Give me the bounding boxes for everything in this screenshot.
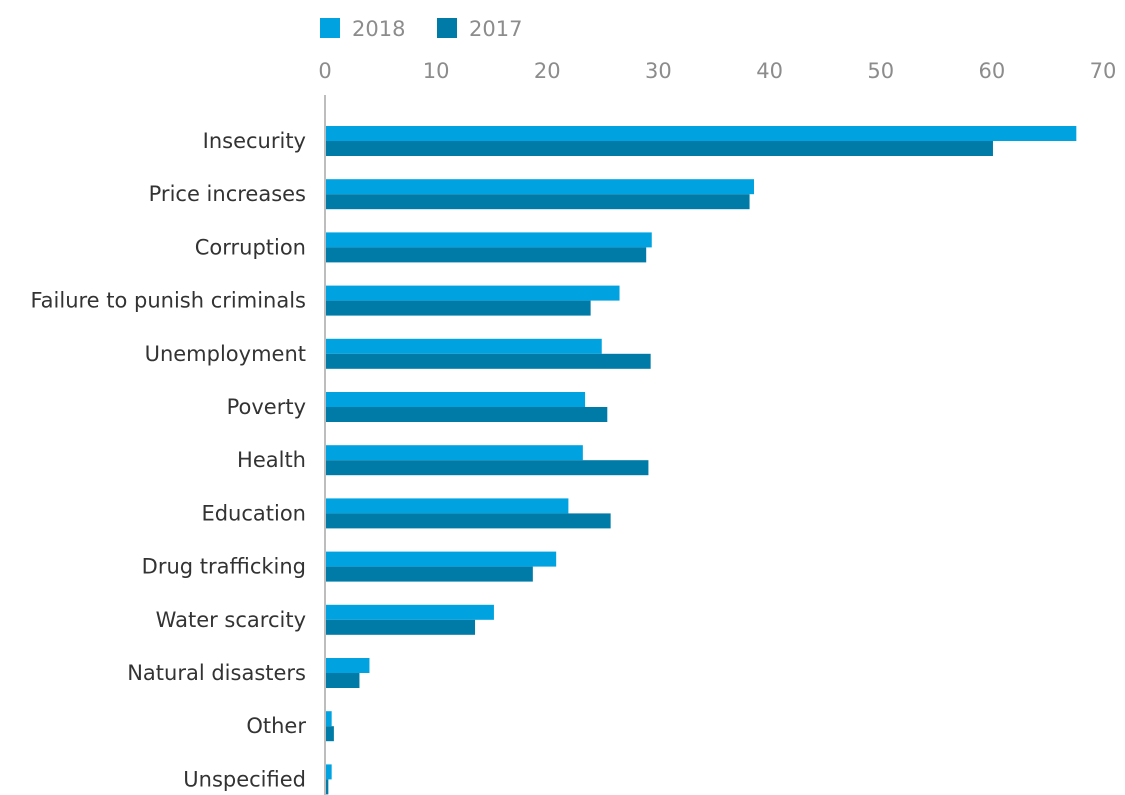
bar-2018-water-scarcity	[326, 604, 494, 620]
bar-2017-price-increases	[326, 194, 750, 210]
bar-2018-unemployment	[326, 338, 602, 354]
bar-2017-poverty	[326, 407, 608, 422]
category-label-health: Health	[237, 448, 306, 472]
x-tick-label: 70	[1090, 59, 1117, 83]
x-tick-label: 40	[756, 59, 783, 83]
bar-2017-natural-disasters	[326, 673, 360, 688]
x-tick-label: 0	[318, 59, 331, 83]
bar-2017-corruption	[326, 247, 647, 263]
category-label-unemployment: Unemployment	[145, 342, 306, 366]
legend-label-2017: 2017	[469, 17, 522, 41]
category-label-corruption: Corruption	[195, 235, 306, 259]
bar-2018-other	[326, 711, 332, 727]
x-axis: 0 10 20 30 40 50 60 70	[318, 59, 1116, 795]
x-tick-label: 20	[534, 59, 561, 83]
category-label-water-scarcity: Water scarcity	[156, 608, 306, 632]
bar-2018-price-increases	[326, 179, 755, 195]
category-label-drug-trafficking: Drug trafficking	[142, 555, 306, 579]
x-tick-label: 10	[423, 59, 450, 83]
bar-2018-health	[326, 445, 583, 461]
bar-2017-drug-trafficking	[326, 566, 533, 582]
bar-2017-education	[326, 513, 611, 529]
category-label-insecurity: Insecurity	[203, 129, 306, 153]
legend-swatch-2018	[320, 18, 340, 38]
category-label-natural-disasters: Natural disasters	[127, 661, 306, 685]
category-label-unspecified: Unspecified	[183, 767, 306, 791]
bar-2018-drug-trafficking	[326, 551, 557, 567]
x-tick-label: 30	[645, 59, 672, 83]
category-label-other: Other	[246, 714, 306, 738]
bar-2018-natural-disasters	[326, 658, 370, 673]
legend-label-2018: 2018	[352, 17, 405, 41]
category-label-education: Education	[201, 501, 306, 525]
category-label-poverty: Poverty	[227, 395, 306, 419]
bar-2017-insecurity	[326, 141, 993, 156]
x-tick-label: 60	[978, 59, 1005, 83]
x-tick-label: 50	[867, 59, 894, 83]
bar-2017-water-scarcity	[326, 619, 476, 635]
category-labels: Insecurity Price increases Corruption Failu…	[31, 129, 307, 791]
bar-2017-unspecified	[326, 779, 329, 795]
bar-2018-poverty	[326, 392, 586, 407]
bar-2018-corruption	[326, 232, 652, 248]
bars	[326, 126, 1077, 795]
bar-2018-education	[326, 498, 569, 514]
bar-2018-insecurity	[326, 126, 1077, 141]
bar-2018-unspecified	[326, 764, 332, 780]
legend-swatch-2017	[437, 18, 457, 38]
bar-2017-other	[326, 726, 334, 742]
bar-2017-failure-to-punish-criminals	[326, 300, 591, 316]
legend: 2018 2017	[320, 17, 522, 41]
bar-2018-failure-to-punish-criminals	[326, 285, 620, 301]
category-label-failure-to-punish-criminals: Failure to punish criminals	[31, 289, 307, 313]
bar-2017-health	[326, 460, 649, 476]
category-label-price-increases: Price increases	[149, 182, 306, 206]
bar-2017-unemployment	[326, 353, 651, 369]
